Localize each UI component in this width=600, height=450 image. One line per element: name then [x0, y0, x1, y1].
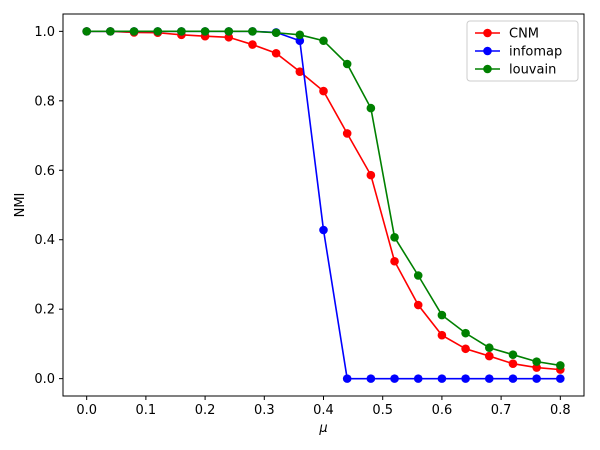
data-point	[437, 310, 447, 320]
y-tick-label: 0.2	[34, 303, 55, 318]
data-point	[556, 374, 565, 383]
data-point	[413, 300, 423, 310]
data-point	[200, 27, 210, 36]
data-point	[413, 271, 423, 280]
x-axis: 0.0 0.1 0.2 0.3 0.4 0.5 0.6 0.7 0.8	[76, 396, 571, 418]
y-tick-label: 1.0	[34, 25, 55, 40]
legend-label: louvain	[509, 63, 556, 78]
legend-box	[466, 20, 579, 82]
data-point	[532, 374, 541, 383]
legend-label: CNM	[509, 27, 539, 42]
data-point	[508, 350, 518, 359]
data-point	[295, 36, 305, 46]
x-tick-label: 0.5	[372, 403, 393, 418]
data-point	[224, 32, 234, 42]
data-point	[319, 86, 328, 96]
data-point	[224, 27, 234, 36]
data-point	[532, 357, 541, 366]
y-tick-label: 0.4	[34, 233, 55, 248]
data-point	[437, 374, 447, 383]
data-point	[129, 27, 139, 36]
data-point	[177, 27, 186, 36]
data-point	[390, 232, 399, 242]
series-line	[86, 30, 561, 371]
data-point	[484, 374, 494, 383]
data-point	[295, 30, 305, 40]
data-point	[366, 103, 376, 113]
legend: CNM infomap louvain	[466, 20, 579, 82]
legend-item-infomap: infomap	[475, 45, 562, 60]
data-point	[437, 330, 447, 340]
data-point	[248, 27, 257, 36]
data-point	[508, 374, 518, 383]
x-tick-label: 0.4	[313, 403, 334, 418]
data-point	[271, 28, 281, 38]
data-point	[508, 359, 518, 369]
data-point	[484, 343, 494, 353]
x-tick-label: 0.6	[432, 403, 453, 418]
data-point	[390, 256, 399, 266]
legend-marker	[483, 28, 492, 38]
data-point	[319, 36, 328, 46]
data-point	[461, 328, 470, 338]
y-tick-label: 0.6	[34, 164, 55, 179]
legend-item-cnm: CNM	[475, 27, 539, 42]
y-axis-label: NMI	[13, 193, 28, 218]
data-point	[295, 67, 305, 76]
data-point	[461, 344, 470, 354]
x-tick-label: 0.2	[195, 403, 216, 418]
x-tick-label: 0.8	[550, 403, 571, 418]
data-point	[342, 129, 352, 138]
legend-item-louvain: louvain	[475, 63, 556, 78]
x-tick-label: 0.0	[76, 403, 97, 418]
data-point	[556, 361, 565, 370]
series-line	[86, 30, 561, 380]
data-point	[366, 170, 376, 180]
x-tick-label: 0.3	[254, 403, 275, 418]
x-axis-label: μ	[318, 421, 327, 436]
data-point	[366, 374, 376, 383]
data-point	[532, 363, 541, 372]
data-point	[484, 351, 494, 361]
legend-marker	[483, 46, 492, 56]
data-point	[271, 48, 281, 58]
legend-marker	[483, 64, 492, 74]
y-axis: 0.0 0.2 0.4 0.6 0.8 1.0	[34, 25, 63, 387]
data-point	[390, 374, 399, 383]
x-tick-label: 0.7	[491, 403, 512, 418]
y-tick-label: 0.0	[34, 372, 55, 387]
data-point	[106, 27, 115, 36]
data-point	[413, 374, 423, 383]
data-point	[342, 59, 352, 69]
legend-label: infomap	[509, 45, 562, 60]
y-tick-label: 0.8	[34, 94, 55, 109]
data-point	[153, 27, 163, 36]
data-point	[461, 374, 470, 383]
data-point	[82, 27, 91, 36]
series-louvain	[82, 27, 565, 370]
data-point	[248, 40, 257, 49]
plot-area	[82, 27, 565, 383]
x-tick-label: 0.1	[136, 403, 157, 418]
data-point	[319, 225, 328, 235]
data-point	[342, 374, 352, 383]
